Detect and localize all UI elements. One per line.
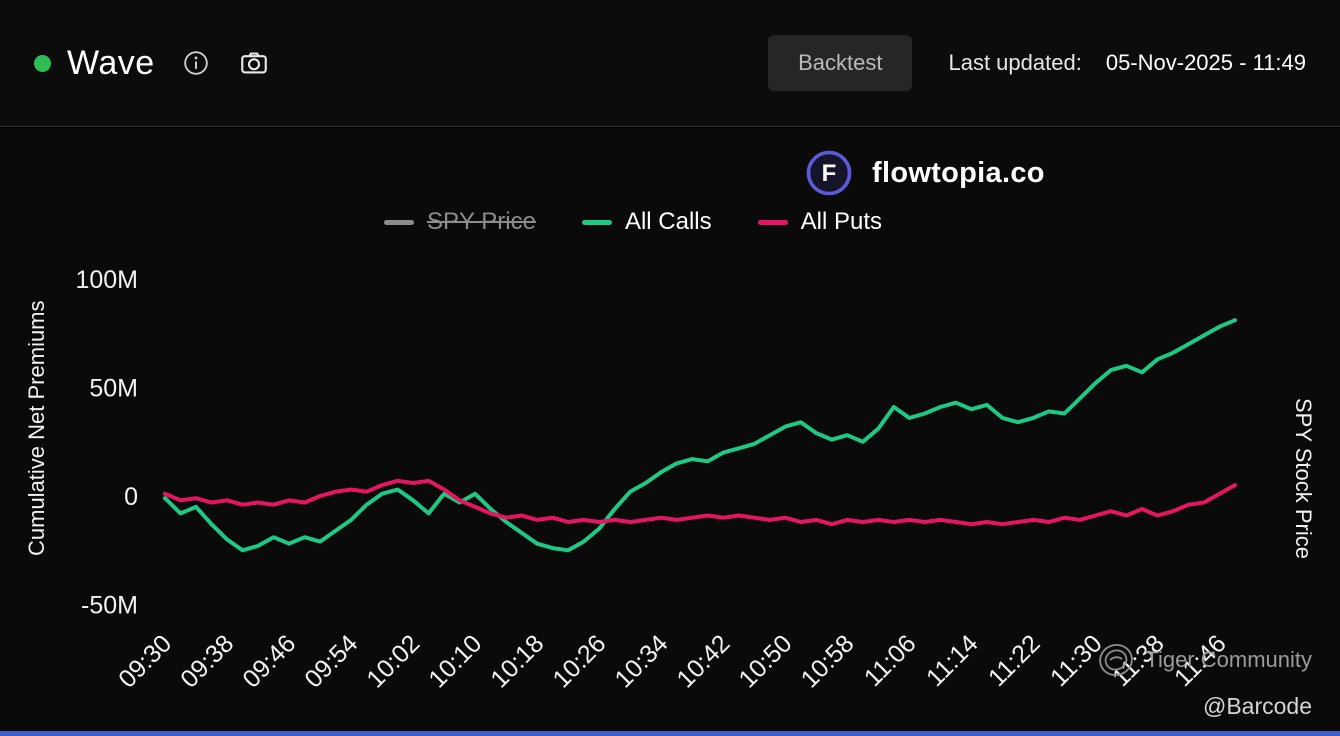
x-tick-label: 10:18 xyxy=(485,629,549,693)
last-updated-value: 05-Nov-2025 - 11:49 xyxy=(1106,50,1306,76)
backtest-button[interactable]: Backtest xyxy=(768,35,912,91)
page-title: Wave xyxy=(67,44,155,83)
watermark: Tiger Community xyxy=(1096,640,1312,680)
header-bar: Wave Backtest Last updated: 05-Nov-2025 … xyxy=(0,0,1340,127)
x-tick-label: 10:34 xyxy=(609,629,673,693)
camera-icon[interactable] xyxy=(239,48,269,78)
x-tick-label: 10:10 xyxy=(423,629,487,693)
series-line-all-puts xyxy=(165,481,1235,524)
info-icon[interactable] xyxy=(183,50,209,76)
y-tick-label: -50M xyxy=(81,592,138,620)
x-tick-label: 11:14 xyxy=(921,629,984,692)
last-updated-label: Last updated: xyxy=(948,50,1081,76)
x-tick-label: 09:54 xyxy=(299,629,363,693)
watermark-handle: @Barcode xyxy=(1203,693,1312,720)
y-tick-label: 0 xyxy=(124,483,138,511)
watermark-text: Tiger Community xyxy=(1145,647,1312,673)
y-tick-label: 50M xyxy=(89,375,138,403)
x-tick-label: 10:42 xyxy=(671,629,735,693)
x-tick-label: 11:22 xyxy=(983,629,1046,692)
x-tick-label: 10:26 xyxy=(547,629,611,693)
y-tick-label: 100M xyxy=(75,266,138,294)
x-tick-label: 09:30 xyxy=(113,629,177,693)
x-tick-label: 10:58 xyxy=(796,629,860,693)
status-dot xyxy=(34,55,51,72)
x-tick-label: 11:06 xyxy=(859,629,922,692)
bottom-scrollbar[interactable] xyxy=(0,731,1340,736)
x-tick-label: 09:38 xyxy=(175,629,239,693)
tiger-community-icon xyxy=(1096,640,1136,680)
x-tick-label: 09:46 xyxy=(237,629,301,693)
chart-section: F flowtopia.co SPY Price All Calls All P… xyxy=(0,128,1340,736)
x-tick-label: 10:02 xyxy=(361,629,425,693)
x-tick-label: 10:50 xyxy=(733,629,797,693)
